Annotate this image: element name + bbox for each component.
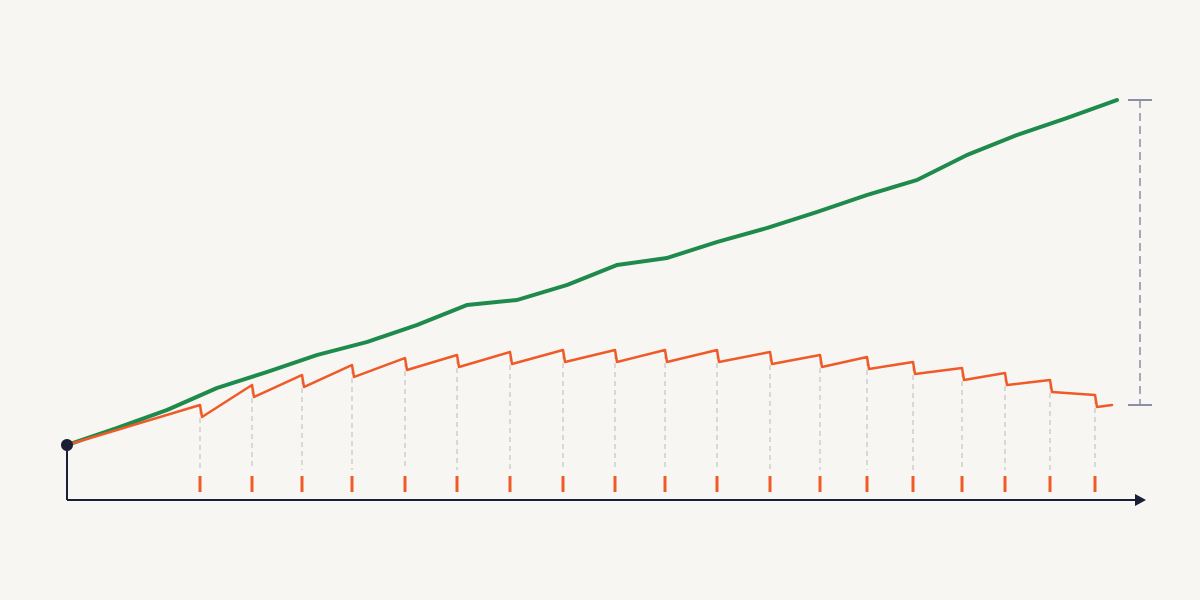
series-line xyxy=(65,98,1119,447)
x-axis-arrow xyxy=(1135,494,1146,506)
series-line xyxy=(65,348,1114,447)
start-point xyxy=(61,439,73,451)
